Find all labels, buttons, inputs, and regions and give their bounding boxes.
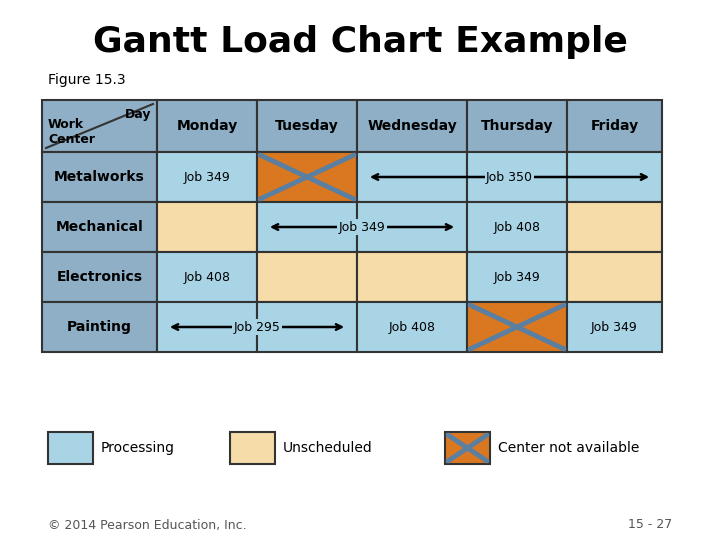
Bar — [157, 202, 257, 252]
Text: Job 408: Job 408 — [493, 220, 541, 233]
Text: Job 349: Job 349 — [494, 271, 541, 284]
Bar — [230, 432, 275, 464]
Bar — [257, 100, 357, 152]
Text: Day: Day — [125, 108, 151, 121]
Bar — [42, 202, 157, 252]
Bar — [567, 302, 662, 352]
Text: Unscheduled: Unscheduled — [283, 441, 373, 455]
Text: © 2014 Pearson Education, Inc.: © 2014 Pearson Education, Inc. — [48, 518, 247, 531]
Text: Wednesday: Wednesday — [367, 119, 457, 133]
Bar — [357, 100, 467, 152]
Bar — [467, 152, 567, 202]
Bar — [257, 302, 357, 352]
Text: Center not available: Center not available — [498, 441, 639, 455]
Bar — [157, 152, 257, 202]
Bar — [48, 432, 93, 464]
Bar — [257, 252, 357, 302]
Bar — [157, 252, 257, 302]
Bar — [42, 100, 157, 152]
Text: Electronics: Electronics — [56, 270, 143, 284]
Text: Mechanical: Mechanical — [55, 220, 143, 234]
Bar — [357, 302, 467, 352]
Bar — [357, 252, 467, 302]
Text: Gantt Load Chart Example: Gantt Load Chart Example — [93, 25, 627, 59]
Text: Job 349: Job 349 — [591, 321, 638, 334]
Text: Job 349: Job 349 — [184, 171, 230, 184]
Text: Figure 15.3: Figure 15.3 — [48, 73, 125, 87]
Bar — [467, 252, 567, 302]
Text: 15 - 27: 15 - 27 — [628, 518, 672, 531]
Bar — [567, 152, 662, 202]
Bar — [257, 202, 357, 252]
Bar — [467, 302, 567, 352]
Bar — [357, 202, 467, 252]
Text: Job 295: Job 295 — [233, 321, 280, 334]
Bar — [257, 152, 357, 202]
Text: Painting: Painting — [67, 320, 132, 334]
Bar — [157, 302, 257, 352]
Text: Job 350: Job 350 — [486, 171, 533, 184]
Bar — [567, 202, 662, 252]
Bar — [567, 100, 662, 152]
Bar — [42, 152, 157, 202]
Bar — [445, 432, 490, 464]
Text: Friday: Friday — [590, 119, 639, 133]
Text: Tuesday: Tuesday — [275, 119, 339, 133]
Bar — [467, 100, 567, 152]
Text: Work
Center: Work Center — [48, 118, 95, 146]
Text: Thursday: Thursday — [481, 119, 553, 133]
Text: Job 408: Job 408 — [389, 321, 436, 334]
Bar — [42, 252, 157, 302]
Text: Metalworks: Metalworks — [54, 170, 145, 184]
Text: Job 408: Job 408 — [184, 271, 230, 284]
Bar — [567, 252, 662, 302]
Bar — [467, 202, 567, 252]
Text: Processing: Processing — [101, 441, 175, 455]
Text: Monday: Monday — [176, 119, 238, 133]
Text: Job 349: Job 349 — [338, 220, 385, 233]
Bar — [157, 100, 257, 152]
Bar — [42, 302, 157, 352]
Bar — [357, 152, 467, 202]
